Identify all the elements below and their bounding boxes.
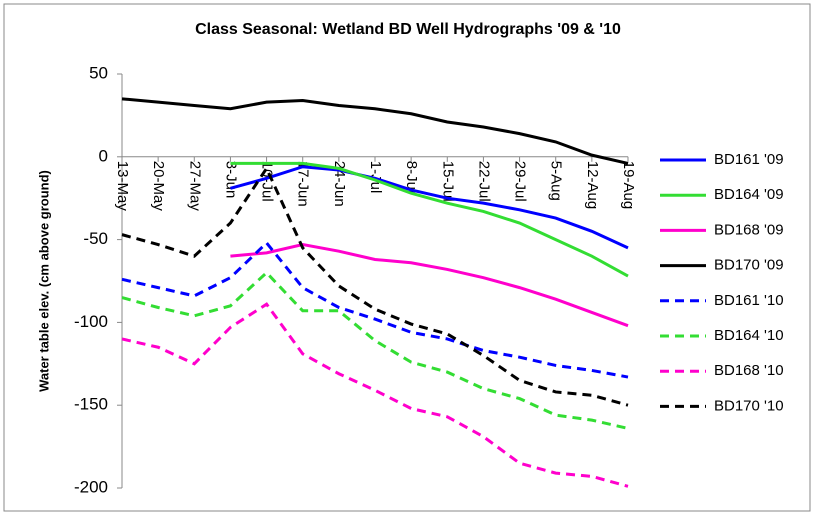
legend-label: BD164 '10 xyxy=(714,327,784,344)
legend-label: BD161 '10 xyxy=(714,292,784,309)
x-tick-label: 19-Aug xyxy=(620,161,637,209)
x-tick-label: 5-Aug xyxy=(548,161,565,201)
x-tick-label: 3-Jun xyxy=(222,161,239,199)
x-tick-label: 27-May xyxy=(186,161,203,212)
series-line xyxy=(121,302,629,488)
series-line xyxy=(121,97,629,165)
x-tick-label: 13-May xyxy=(114,161,131,212)
series-line xyxy=(121,240,629,379)
x-tick-label: 15-Jul xyxy=(439,161,456,202)
x-tick-label: 17-Jun xyxy=(295,161,312,207)
chart-border xyxy=(3,3,811,512)
y-tick-label: -200 xyxy=(74,477,108,496)
y-tick-label: 50 xyxy=(89,63,108,82)
chart-title: Class Seasonal: Wetland BD Well Hydrogra… xyxy=(195,21,621,38)
x-tick-label: 8-Jul xyxy=(403,161,420,194)
y-tick-label: -100 xyxy=(74,312,108,331)
series-line xyxy=(121,165,629,407)
y-tick-label: -50 xyxy=(83,229,108,248)
y-tick-label: 0 xyxy=(99,146,108,165)
series-line xyxy=(230,243,629,328)
legend-label: BD161 '09 xyxy=(714,151,784,168)
x-tick-label: 12-Aug xyxy=(584,161,601,209)
series-line xyxy=(230,165,629,250)
y-axis-label: Water table elev. (cm above ground) xyxy=(36,170,51,392)
x-tick-label: 22-Jul xyxy=(475,161,492,202)
y-tick-label: -150 xyxy=(74,395,108,414)
legend-label: BD170 '09 xyxy=(714,257,784,274)
legend-label: BD168 '09 xyxy=(714,221,784,238)
legend-label: BD170 '10 xyxy=(714,397,784,414)
legend-label: BD164 '09 xyxy=(714,186,784,203)
x-tick-label: 10-Jul xyxy=(259,161,276,202)
x-tick-label: 20-May xyxy=(150,161,167,212)
series-line xyxy=(230,161,629,278)
x-tick-label: 29-Jul xyxy=(512,161,529,202)
legend-label: BD168 '10 xyxy=(714,362,784,379)
